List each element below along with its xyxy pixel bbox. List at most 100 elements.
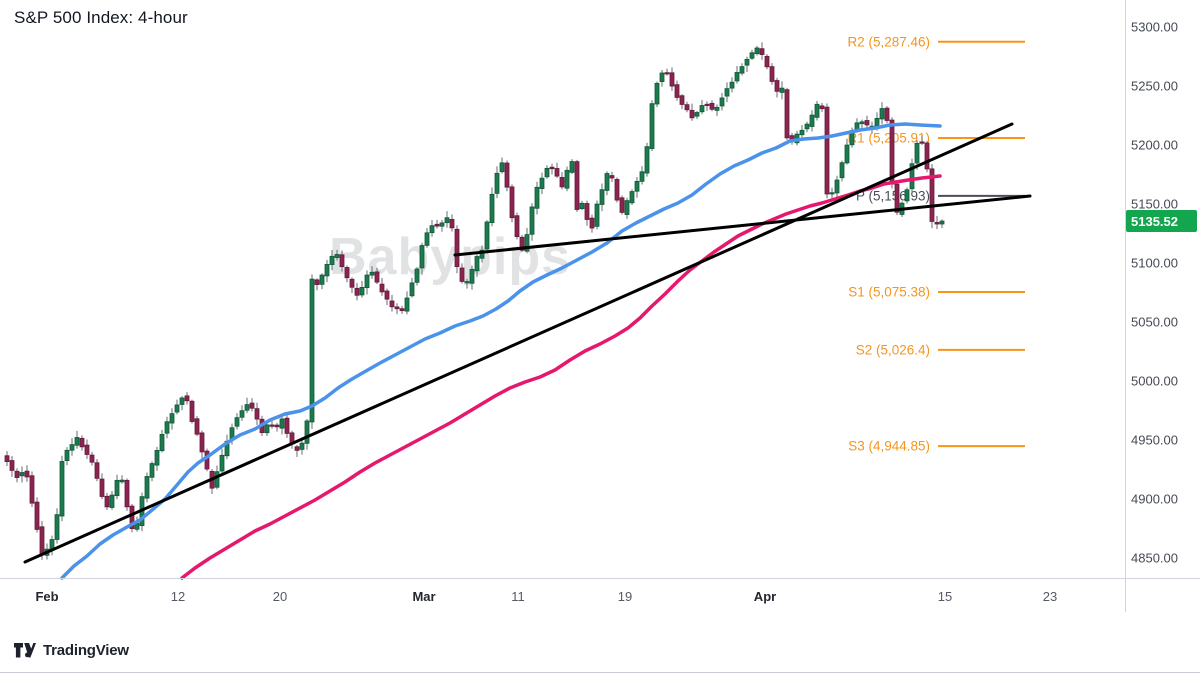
candlestick xyxy=(244,397,250,414)
candlestick xyxy=(239,405,245,421)
candle-body-up xyxy=(109,494,115,508)
candlestick xyxy=(314,278,320,291)
candle-body-down xyxy=(274,424,280,428)
candle-body-up xyxy=(779,87,785,93)
candlestick xyxy=(759,42,765,60)
time-axis[interactable]: Feb 12 20 Mar 11 19 Apr 15 23 xyxy=(0,578,1125,612)
candlestick xyxy=(589,214,595,233)
candle-body-down xyxy=(199,432,205,453)
candle-body-up xyxy=(359,286,365,296)
time-axis-label: 20 xyxy=(272,589,288,604)
candle-body-up xyxy=(484,221,490,250)
candle-body-down xyxy=(709,102,715,110)
candlestick xyxy=(684,101,690,113)
candlestick xyxy=(699,99,705,115)
candle-body-down xyxy=(9,460,15,471)
candlestick xyxy=(614,177,620,203)
candle-body-up xyxy=(839,162,845,179)
candlestick xyxy=(409,277,415,298)
candlestick xyxy=(374,267,380,284)
pivot-label-s2: S2 (5,026.4) xyxy=(856,342,930,357)
candle-body-down xyxy=(14,470,20,478)
candle-body-up xyxy=(19,472,25,477)
candle-body-up xyxy=(174,404,180,413)
candlestick xyxy=(159,429,165,453)
candlestick xyxy=(864,115,870,128)
candlestick xyxy=(644,142,650,177)
candle-body-down xyxy=(189,400,195,422)
price-axis-label: 4950.00 xyxy=(1131,432,1178,448)
candle-body-up xyxy=(829,192,835,195)
candlestick xyxy=(234,413,240,430)
candle-body-down xyxy=(459,267,465,282)
last-price-badge: 5135.52 xyxy=(1126,210,1197,233)
rising-trendline-short[interactable] xyxy=(453,194,1032,257)
time-axis-label: 12 xyxy=(170,589,186,604)
candle-body-up xyxy=(634,180,640,192)
candle-body-up xyxy=(164,421,170,434)
time-axis-label: 15 xyxy=(937,589,953,604)
price-axis[interactable]: 5300.00 5250.00 5200.00 5150.00 5100.00 5050.… xyxy=(1125,0,1200,612)
candle-body-up xyxy=(599,189,605,205)
candlestick xyxy=(49,535,55,556)
candlestick xyxy=(774,77,780,98)
candlestick xyxy=(279,416,285,435)
slow-ma-line[interactable] xyxy=(180,174,942,580)
candle-body-up xyxy=(734,72,740,82)
candlestick xyxy=(664,68,670,76)
candlestick xyxy=(4,451,10,467)
candlestick xyxy=(499,157,505,174)
candle-body-down xyxy=(249,402,255,409)
candlestick xyxy=(934,215,940,230)
candle-body-down xyxy=(104,495,110,508)
candle-body-down xyxy=(379,283,385,293)
candlestick xyxy=(439,219,445,232)
candlestick xyxy=(709,100,715,112)
candlestick xyxy=(404,291,410,315)
tradingview-logo[interactable]: TradingView xyxy=(14,642,129,659)
candlestick xyxy=(769,63,775,85)
candlestick xyxy=(919,135,925,146)
candlestick xyxy=(209,468,215,495)
candle-body-up xyxy=(69,444,75,451)
candlestick xyxy=(574,159,580,213)
candle-body-up xyxy=(594,203,600,227)
candle-body-up xyxy=(539,177,545,189)
candlestick xyxy=(249,398,255,412)
candlestick xyxy=(909,158,915,194)
candlestick xyxy=(584,200,590,226)
candlestick xyxy=(299,438,305,455)
candle-body-up xyxy=(699,105,705,113)
candle-body-down xyxy=(79,437,85,448)
candle-body-down xyxy=(704,103,710,106)
candlestick xyxy=(599,183,605,212)
candlestick xyxy=(349,277,355,294)
candle-body-up xyxy=(464,281,470,284)
candle-body-down xyxy=(99,478,105,497)
candlestick xyxy=(339,250,345,272)
candle-body-up xyxy=(579,202,585,209)
candlestick xyxy=(364,270,370,295)
candlestick xyxy=(184,392,190,405)
candlestick xyxy=(179,395,185,411)
price-axis-label: 5200.00 xyxy=(1131,137,1178,153)
candle-body-down xyxy=(889,119,895,185)
candlestick xyxy=(764,54,770,70)
fast-ma-line[interactable] xyxy=(60,122,942,580)
rising-trendline-long[interactable] xyxy=(23,122,1014,564)
candlestick xyxy=(444,211,450,228)
candle-body-down xyxy=(929,168,935,222)
candle-body-down xyxy=(129,505,135,530)
candle-body-down xyxy=(519,236,525,251)
candlestick xyxy=(634,176,640,198)
candlestick xyxy=(474,254,480,277)
candle-body-down xyxy=(449,219,455,229)
candlestick xyxy=(94,459,100,482)
candle-body-down xyxy=(84,444,90,455)
candlestick xyxy=(344,265,350,283)
candlestick xyxy=(669,67,675,91)
candlestick xyxy=(334,249,340,261)
candle-body-up xyxy=(179,397,185,405)
candle-body-down xyxy=(784,89,790,139)
